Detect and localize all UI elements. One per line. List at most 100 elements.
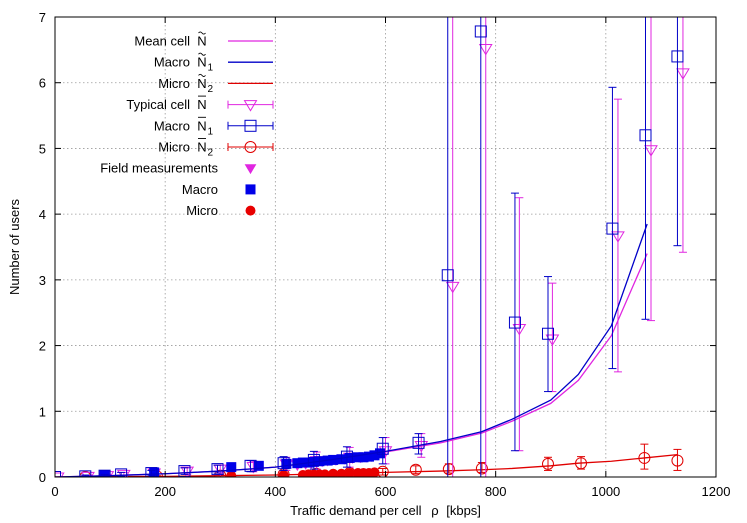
data-point bbox=[278, 470, 289, 477]
legend-label: Macro bbox=[154, 55, 190, 70]
legend-symbol-subscript: 2 bbox=[208, 148, 214, 159]
data-point bbox=[409, 463, 422, 476]
legend-label: Mean cell bbox=[134, 34, 190, 49]
series-typ_total bbox=[55, 17, 690, 477]
legend-entry-mean_micro: Micro N 2 bbox=[158, 73, 273, 95]
legend-sample-marker bbox=[244, 164, 257, 175]
y-tick-label: 4 bbox=[39, 207, 46, 222]
data-point bbox=[226, 462, 237, 473]
y-tick-label: 5 bbox=[39, 141, 46, 156]
x-tick-label: 600 bbox=[375, 484, 397, 499]
series-mean_macro bbox=[55, 223, 648, 477]
data-point bbox=[145, 467, 158, 477]
x-tick-label: 0 bbox=[51, 484, 58, 499]
series-line-mean_total bbox=[55, 253, 648, 477]
legend-label: Typical cell bbox=[126, 97, 190, 112]
legend-symbol: N bbox=[197, 55, 206, 70]
y-tick-label: 3 bbox=[39, 273, 46, 288]
series-line-mean_macro bbox=[55, 223, 648, 477]
legend-entry-typ_macro: Macro N 1 bbox=[154, 116, 274, 137]
data-point bbox=[508, 316, 521, 329]
data-point bbox=[226, 470, 237, 477]
y-tick-label: 1 bbox=[39, 404, 46, 419]
series-field_micro bbox=[99, 467, 380, 477]
data-point bbox=[253, 460, 264, 471]
legend-symbol: N bbox=[197, 118, 206, 133]
legend-symbol-tilde bbox=[198, 73, 206, 77]
legend-label: Macro bbox=[182, 182, 218, 197]
y-tick-label: 6 bbox=[39, 76, 46, 91]
data-point bbox=[340, 450, 353, 463]
data-point bbox=[671, 50, 684, 63]
legend-label: Micro bbox=[158, 140, 190, 155]
legend-entry-field_micro: Micro bbox=[186, 203, 256, 218]
data-point bbox=[541, 327, 554, 340]
data-point bbox=[344, 468, 355, 477]
legend-entry-mean_total: Mean cell N bbox=[134, 31, 273, 49]
data-point bbox=[244, 459, 257, 472]
legend-entry-typ_total: Typical cell N bbox=[126, 95, 274, 112]
y-tick-label: 0 bbox=[39, 470, 46, 485]
data-point bbox=[115, 468, 128, 477]
data-point bbox=[369, 467, 380, 477]
x-axis-title-text: Traffic demand per cell bbox=[290, 503, 422, 518]
legend-symbol-tilde bbox=[198, 52, 206, 56]
legend-symbol: N bbox=[197, 76, 206, 91]
y-tick-label: 2 bbox=[39, 339, 46, 354]
legend-symbol-subscript: 1 bbox=[208, 63, 214, 74]
legend-entry-typ_micro: Micro N 2 bbox=[158, 138, 274, 159]
data-point bbox=[441, 269, 454, 282]
x-tick-label: 1200 bbox=[702, 484, 731, 499]
x-tick-label: 400 bbox=[264, 484, 286, 499]
data-point bbox=[81, 471, 95, 477]
legend-symbol-tilde bbox=[198, 31, 206, 35]
data-point bbox=[98, 469, 111, 477]
legend-symbol-subscript: 2 bbox=[208, 84, 214, 95]
legend-sample-marker bbox=[243, 100, 258, 112]
data-point bbox=[55, 472, 65, 477]
plot-data bbox=[55, 17, 690, 477]
data-point bbox=[541, 457, 554, 470]
data-point bbox=[644, 145, 658, 157]
axis-ticks: 0 200 400 600 800 1000 1200 0 1 2 3 4 5 6 7 bbox=[39, 10, 731, 499]
data-point bbox=[445, 281, 460, 294]
data-point bbox=[277, 457, 290, 470]
legend-entry-mean_macro: Macro N 1 bbox=[154, 52, 273, 74]
data-point bbox=[307, 453, 320, 466]
data-point bbox=[639, 129, 652, 142]
x-tick-label: 800 bbox=[485, 484, 507, 499]
legend-label: Micro bbox=[186, 203, 218, 218]
legend-label: Macro bbox=[154, 118, 190, 133]
grid-lines bbox=[55, 17, 716, 477]
x-axis-title-symbol: ρ bbox=[431, 503, 438, 518]
x-axis-title: Traffic demand per cell ρ [kbps] bbox=[290, 503, 481, 518]
data-point bbox=[211, 463, 224, 476]
y-axis-title: Number of users bbox=[7, 198, 22, 295]
data-point bbox=[442, 463, 455, 476]
data-point bbox=[478, 44, 493, 56]
legend-sample-marker bbox=[245, 184, 256, 195]
legend-entry-field_total: Field measurements bbox=[100, 161, 257, 176]
legend-symbol: N bbox=[197, 97, 206, 112]
series-mean_total bbox=[55, 253, 648, 477]
data-point bbox=[545, 334, 560, 346]
data-point bbox=[638, 451, 651, 464]
legend-sample-marker bbox=[245, 205, 256, 216]
data-point bbox=[475, 462, 488, 475]
legend-sample-marker bbox=[244, 141, 257, 153]
data-point bbox=[671, 454, 684, 467]
legend-symbol: N bbox=[197, 34, 206, 49]
data-point bbox=[474, 25, 487, 38]
data-point bbox=[376, 442, 389, 455]
data-point bbox=[606, 222, 619, 235]
data-point bbox=[676, 68, 690, 80]
data-point bbox=[79, 471, 92, 477]
legend-label: Field measurements bbox=[100, 161, 218, 176]
data-point bbox=[319, 469, 330, 477]
data-point bbox=[412, 436, 425, 449]
series-typ_macro bbox=[55, 17, 684, 477]
y-tick-label: 7 bbox=[39, 10, 46, 25]
data-point bbox=[575, 457, 588, 470]
